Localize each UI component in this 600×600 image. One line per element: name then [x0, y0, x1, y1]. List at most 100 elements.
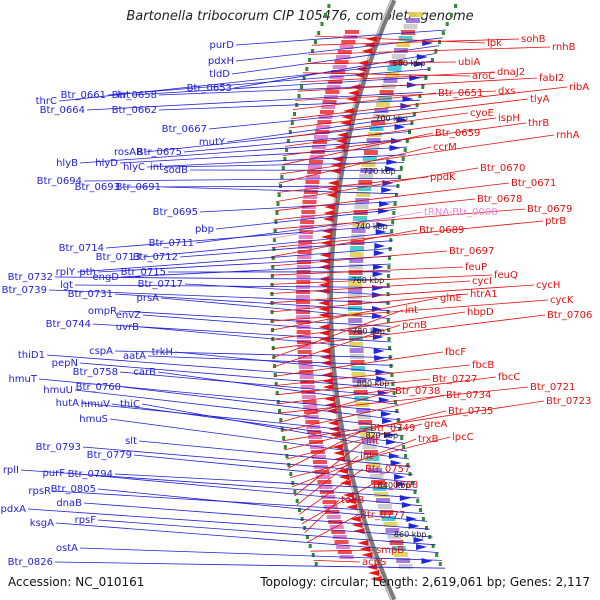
right-connector-line — [310, 549, 375, 552]
cog-block-right — [296, 275, 311, 279]
tick-dot-outer-right — [297, 94, 301, 98]
tick-dot-outer-left — [394, 193, 398, 197]
tick-dot-outer-right — [320, 22, 324, 26]
forward-strand-arrow — [320, 240, 332, 246]
forward-strand-arrow — [357, 540, 369, 546]
right-connector-line — [290, 86, 568, 120]
left-gene-label: pepN — [52, 358, 78, 369]
right-connector-line — [279, 390, 394, 423]
forward-strand-arrow — [339, 120, 351, 126]
reverse-strand-arrow — [381, 187, 393, 193]
forward-strand-arrow — [368, 570, 380, 576]
tick-dot-outer-right — [285, 148, 289, 152]
cog-block-left — [366, 462, 381, 467]
right-connector-line — [270, 293, 469, 313]
left-connector-line — [54, 561, 446, 569]
left-connector-line — [111, 403, 406, 444]
cog-block-left — [348, 288, 363, 293]
forward-strand-arrow — [325, 408, 337, 414]
right-connector-line — [285, 423, 423, 460]
tick-dot-outer-right — [271, 346, 275, 350]
cog-block-right — [301, 395, 316, 399]
tick-dot-outer-left — [410, 121, 414, 125]
right-gene-label: ispH — [498, 113, 520, 124]
cog-block-left — [372, 114, 387, 119]
left-connector-line — [131, 76, 428, 96]
forward-strand-arrow — [361, 552, 373, 558]
right-gene-label: dnaJ2 — [497, 67, 525, 78]
tick-dot-outer-right — [275, 391, 279, 395]
left-gene-label: Btr_0664 — [40, 105, 85, 116]
cog-block-left — [348, 300, 362, 305]
tick-dot-outer-right — [272, 247, 276, 251]
reverse-strand-arrow — [386, 159, 398, 165]
right-connector-line — [272, 324, 401, 368]
left-connector-line — [122, 386, 401, 421]
tick-dot-outer-left — [388, 355, 392, 359]
tick-dot-outer-right — [274, 220, 278, 224]
tick-dot-outer-left — [435, 553, 439, 557]
tick-dot-outer-right — [298, 508, 302, 512]
left-connector-line — [46, 354, 395, 382]
tick-dot-outer-left — [434, 49, 438, 53]
reverse-strand-arrow — [413, 537, 425, 543]
cog-block-right — [296, 315, 311, 319]
kbp-tick-label: 720 kbp — [363, 167, 396, 176]
right-gene-label: fbcC — [498, 372, 520, 383]
cog-block-left — [348, 324, 363, 329]
left-gene-label: thiC — [120, 399, 140, 410]
forward-strand-arrow — [363, 42, 375, 48]
tick-dot-outer-right — [289, 472, 293, 476]
kbp-tick-label: 760 kbp — [352, 276, 385, 285]
cog-block-right — [297, 255, 312, 259]
cog-block-right — [308, 160, 323, 164]
right-gene-label: cycK — [550, 295, 574, 306]
left-gene-label: rplY — [56, 267, 76, 278]
reverse-strand-arrow — [396, 117, 408, 123]
cog-block-left — [350, 360, 365, 365]
cog-block-right — [334, 540, 349, 544]
right-connector-line — [281, 132, 434, 166]
kbp-tick-label: 860 kbp — [394, 530, 427, 539]
cog-block-left — [365, 456, 380, 461]
left-connector-line — [231, 45, 440, 75]
cog-block-right — [326, 515, 341, 519]
cog-block-right — [307, 430, 322, 434]
forward-strand-arrow — [318, 300, 329, 306]
cog-block-left — [369, 474, 384, 479]
cog-block-right — [303, 195, 318, 199]
cog-block-right — [297, 260, 311, 264]
left-connector-line — [141, 403, 408, 452]
tick-dot-outer-left — [412, 112, 416, 116]
reverse-strand-arrow — [373, 348, 385, 354]
forward-strand-arrow — [329, 432, 341, 438]
left-gene-label: lgt — [60, 280, 73, 291]
left-gene-label: prsA — [136, 293, 159, 304]
right-gene-label: feuP — [465, 262, 487, 273]
tick-dot-outer-right — [279, 184, 282, 188]
cog-block-right — [334, 60, 349, 64]
left-connector-line — [199, 201, 398, 213]
left-gene-label: Btr_0693 — [75, 182, 120, 193]
forward-strand-arrow — [341, 114, 353, 120]
cog-block-left — [352, 378, 367, 383]
forward-strand-arrow — [324, 204, 336, 210]
cog-block-left — [348, 294, 362, 299]
right-gene-label: Btr_0689 — [419, 225, 464, 236]
left-connector-line — [174, 351, 395, 374]
right-gene-label: ribA — [569, 82, 589, 93]
cog-block-right — [301, 210, 316, 214]
left-gene-label: hmuS — [79, 414, 108, 425]
tick-dot-outer-right — [270, 292, 274, 296]
tick-dot-outer-right — [302, 76, 306, 80]
cog-block-left — [354, 204, 369, 209]
tick-dot-outer-left — [391, 220, 395, 224]
cog-block-left — [357, 186, 372, 191]
cog-block-left — [361, 438, 376, 443]
right-gene-label: ccrM — [433, 142, 457, 153]
cog-block-left — [350, 246, 364, 251]
right-gene-label: tRNA-Btr_0008 — [424, 207, 498, 218]
tick-dot-outer-left — [387, 274, 390, 278]
right-connector-line — [270, 250, 448, 267]
